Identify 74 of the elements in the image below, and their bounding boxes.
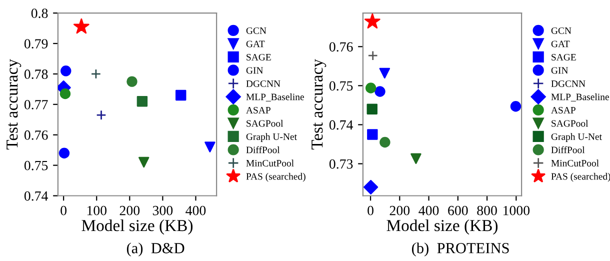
point — [60, 66, 72, 76]
legend-label: ASAP — [551, 106, 576, 114]
x-axis-title: Model size (KB) — [82, 219, 193, 235]
legend-label: GCN — [551, 27, 572, 34]
point — [367, 129, 378, 140]
point — [138, 156, 150, 168]
legend-label: Graph U-Net — [246, 133, 297, 142]
legend-label: GAT — [551, 40, 570, 48]
point — [380, 136, 390, 148]
text: (b) PROTEINS — [412, 242, 509, 256]
point — [374, 86, 386, 97]
x-tick-label: 100 — [87, 206, 106, 216]
point — [510, 101, 522, 112]
x-tick-label: 400 — [418, 206, 439, 216]
legend-label: PAS (searched) — [551, 172, 610, 182]
legend-label: GIN — [246, 67, 264, 74]
point — [368, 50, 378, 61]
x-axis-title: Model size (KB) — [386, 219, 498, 235]
point — [365, 82, 376, 94]
legend-label: MinCutPool — [551, 160, 599, 166]
x-tick-label: 600 — [448, 206, 468, 216]
y-tick-label: 0.77 — [24, 100, 48, 110]
point — [90, 68, 102, 80]
legend-label: SAGE — [246, 54, 271, 60]
legend-label: SAGE — [552, 54, 576, 60]
x-tick-label: 200 — [120, 206, 140, 216]
point — [379, 68, 390, 79]
point — [204, 142, 216, 152]
legend-label: MinCutPool — [246, 160, 294, 166]
legend-label: ASAP — [246, 106, 270, 114]
y-tick-label: 0.74 — [24, 191, 48, 201]
x-tick-label: 1000 — [503, 206, 530, 216]
legend-label: GIN — [551, 67, 568, 74]
legend-label: Graph U-Net — [551, 133, 602, 142]
point — [126, 76, 138, 87]
legend-label: MLP_Baseline — [551, 93, 609, 102]
legend-label: PAS (searched) — [246, 172, 306, 182]
x-tick-label: 0 — [60, 206, 67, 216]
x-tick-label: 300 — [152, 206, 173, 216]
y-tick-label: 0.8 — [31, 8, 48, 18]
point — [58, 148, 70, 158]
point — [60, 88, 71, 100]
point — [410, 153, 422, 164]
point — [136, 96, 148, 107]
legend-label: MLP_Baseline — [246, 93, 304, 102]
x-tick-label: 200 — [390, 206, 410, 216]
legend-label: GCN — [246, 27, 266, 34]
point — [96, 110, 106, 120]
y-tick-label: 0.75 — [24, 160, 48, 170]
legend-label: DiffPool — [551, 146, 585, 154]
point — [366, 104, 378, 114]
y-tick-label: 0.78 — [24, 70, 48, 79]
y-axis-title: Test accuracy — [312, 59, 326, 150]
y-tick-label: 0.79 — [24, 39, 48, 49]
x-tick-label: 0 — [368, 206, 374, 216]
y-axis-title: Test accuracy — [6, 59, 22, 150]
x-tick-label: 400 — [186, 206, 206, 216]
text: (a) D&D — [126, 242, 184, 256]
y-tick-label: 0.73 — [329, 159, 353, 169]
point — [364, 180, 378, 194]
y-tick-label: 0.76 — [329, 42, 353, 52]
legend-label: GAT — [246, 40, 265, 48]
y-tick-label: 0.76 — [24, 130, 48, 140]
y-tick-label: 0.75 — [329, 81, 353, 91]
point — [176, 90, 186, 101]
legend-label: SAGPool — [552, 120, 588, 127]
point — [73, 18, 90, 34]
point — [364, 13, 380, 28]
x-tick-label: 800 — [477, 206, 497, 216]
legend-label: DGCNN — [551, 80, 586, 87]
legend-label: DiffPool — [246, 146, 280, 154]
legend-label: DGCNN — [246, 80, 280, 87]
legend-label: SAGPool — [246, 120, 284, 127]
y-tick-label: 0.74 — [329, 120, 354, 130]
